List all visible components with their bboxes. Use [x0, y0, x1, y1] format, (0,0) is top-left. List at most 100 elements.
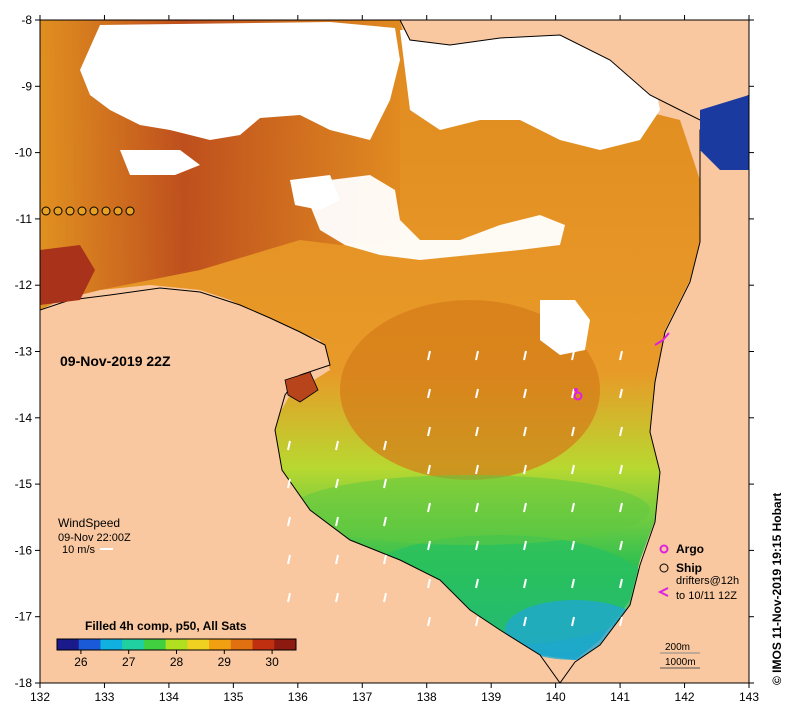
wind-arrow	[427, 540, 431, 551]
wind-arrow	[571, 616, 575, 627]
wind-arrow	[523, 540, 527, 551]
wind-arrow	[475, 540, 479, 551]
colorbar-segment	[57, 639, 80, 650]
lon-tick-label: 137	[352, 690, 372, 704]
wind-arrow	[287, 440, 291, 451]
ship-track	[41, 206, 135, 216]
lon-tick-label: 138	[417, 690, 437, 704]
lon-tick-label: 133	[94, 690, 114, 704]
lon-tick-label: 142	[675, 690, 695, 704]
lat-tick-label: -13	[15, 345, 33, 359]
wind-arrow	[383, 592, 387, 603]
wind-arrow	[475, 350, 479, 361]
legend-drifters-1: drifters@12h	[676, 575, 739, 587]
arnhem-land	[40, 287, 561, 683]
green-band	[290, 475, 650, 545]
cape-york-land	[559, 99, 749, 683]
lat-tick-label: -8	[21, 13, 32, 27]
wind-arrow	[619, 578, 623, 589]
wind-arrow	[523, 502, 527, 513]
lat-tick-label: -17	[15, 610, 33, 624]
lat-tick-label: -11	[16, 212, 33, 226]
colorbar-segment	[122, 639, 145, 650]
wind-arrow	[427, 578, 431, 589]
wind-arrow	[619, 464, 623, 475]
wind-arrow	[287, 516, 291, 527]
wind-arrow	[571, 578, 575, 589]
lat-tick-label: -14	[15, 411, 33, 425]
colorbar-title: Filled 4h comp, p50, All Sats	[85, 619, 247, 633]
wind-arrow	[427, 502, 431, 513]
wind-arrow	[427, 426, 431, 437]
wind-legend-time: 09-Nov 22:00Z	[58, 532, 131, 544]
wind-arrow	[335, 478, 339, 489]
map-datetime: 09-Nov-2019 22Z	[60, 353, 171, 369]
groote-eylandt	[284, 371, 319, 403]
png-land	[399, 20, 749, 121]
wind-arrow	[523, 388, 527, 399]
wind-arrow	[427, 388, 431, 399]
warm-core	[340, 300, 600, 480]
colorbar-segment	[187, 639, 210, 650]
wind-arrow	[571, 464, 575, 475]
northern-coast-hot	[40, 245, 95, 305]
wind-arrow	[523, 350, 527, 361]
wind-arrow	[287, 592, 291, 603]
wind-legend-scale: 10 m/s	[62, 544, 96, 556]
credit-text: © IMOS 11-Nov-2019 19:15 Hobart	[770, 493, 784, 685]
wind-legend-title: WindSpeed	[58, 516, 120, 530]
ship-position	[53, 206, 63, 216]
ship-position	[89, 206, 99, 216]
ship-position	[101, 206, 111, 216]
wind-arrow	[619, 616, 623, 627]
wind-arrow	[619, 540, 623, 551]
wind-arrow	[475, 616, 479, 627]
colorbar-segment	[252, 639, 275, 650]
lon-tick-label: 135	[223, 690, 243, 704]
lat-tick-label: -12	[15, 278, 33, 292]
colorbar-ticks: 26 27 28 29 30	[74, 650, 279, 669]
drifter-track	[654, 332, 670, 346]
lon-tick-label: 136	[288, 690, 308, 704]
colorbar-segment	[165, 639, 188, 650]
ship-position	[77, 206, 87, 216]
lon-tick-label: 139	[481, 690, 501, 704]
wind-arrow	[427, 616, 431, 627]
lat-tick-label: -9	[21, 79, 32, 93]
ship-position	[113, 206, 123, 216]
lon-tick-label: 141	[610, 690, 630, 704]
colorbar	[56, 638, 297, 651]
ship-position	[65, 206, 75, 216]
wind-arrow	[475, 578, 479, 589]
wind-arrow	[571, 350, 575, 361]
wind-arrow	[383, 554, 387, 565]
wind-arrow	[287, 478, 291, 489]
colorbar-tick-label: 28	[170, 655, 184, 669]
wind-arrow	[383, 478, 387, 489]
wind-arrow	[427, 350, 431, 361]
wind-arrow	[619, 350, 623, 361]
legend-drifters-2: to 10/11 12Z	[676, 590, 737, 602]
lat-tick-label: -15	[15, 477, 33, 491]
wind-arrow	[571, 502, 575, 513]
colorbar-segment	[100, 639, 123, 650]
wind-arrow	[383, 516, 387, 527]
colorbar-tick-label: 30	[265, 655, 279, 669]
colorbar-tick-label: 26	[74, 655, 88, 669]
wind-arrow	[427, 464, 431, 475]
lat-tick-label: -10	[15, 146, 33, 160]
wind-arrow	[335, 554, 339, 565]
depth-1000m: 1000m	[665, 657, 696, 668]
wind-arrow	[335, 516, 339, 527]
colorbar-segment	[78, 639, 101, 650]
east-coast-cool	[700, 95, 749, 170]
wind-arrow	[523, 464, 527, 475]
wind-arrow	[571, 540, 575, 551]
argo-float-marker	[573, 388, 583, 401]
wind-vectors	[287, 350, 623, 627]
ship-position	[125, 206, 135, 216]
legend-ship: Ship	[676, 561, 702, 575]
wind-arrow	[475, 388, 479, 399]
wind-arrow	[475, 502, 479, 513]
wind-arrow	[619, 426, 623, 437]
